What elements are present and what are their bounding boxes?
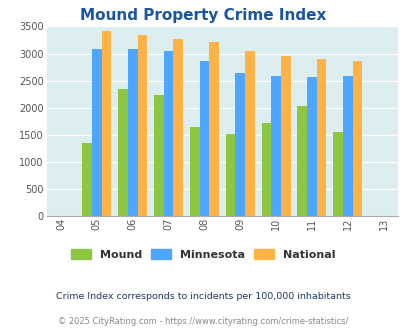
Bar	[261, 123, 271, 216]
Bar	[137, 35, 147, 216]
Bar	[209, 42, 218, 216]
Bar	[128, 49, 137, 216]
Bar	[163, 51, 173, 216]
Bar	[296, 106, 306, 216]
Bar	[235, 73, 245, 216]
Bar	[333, 132, 342, 216]
Bar	[173, 39, 183, 216]
Bar	[118, 89, 128, 216]
Text: Crime Index corresponds to incidents per 100,000 inhabitants: Crime Index corresponds to incidents per…	[55, 292, 350, 301]
Bar	[199, 61, 209, 216]
Text: Mound Property Crime Index: Mound Property Crime Index	[80, 8, 325, 23]
Bar	[101, 31, 111, 216]
Bar	[306, 77, 316, 216]
Bar	[352, 61, 361, 216]
Bar	[82, 143, 92, 216]
Legend: Mound, Minnesota, National: Mound, Minnesota, National	[71, 249, 334, 260]
Bar	[245, 51, 254, 216]
Bar	[342, 76, 352, 216]
Bar	[225, 134, 235, 216]
Bar	[271, 76, 280, 216]
Text: © 2025 CityRating.com - https://www.cityrating.com/crime-statistics/: © 2025 CityRating.com - https://www.city…	[58, 317, 347, 326]
Bar	[280, 56, 290, 216]
Bar	[92, 49, 101, 216]
Bar	[190, 127, 199, 216]
Bar	[153, 95, 163, 216]
Bar	[316, 59, 326, 216]
